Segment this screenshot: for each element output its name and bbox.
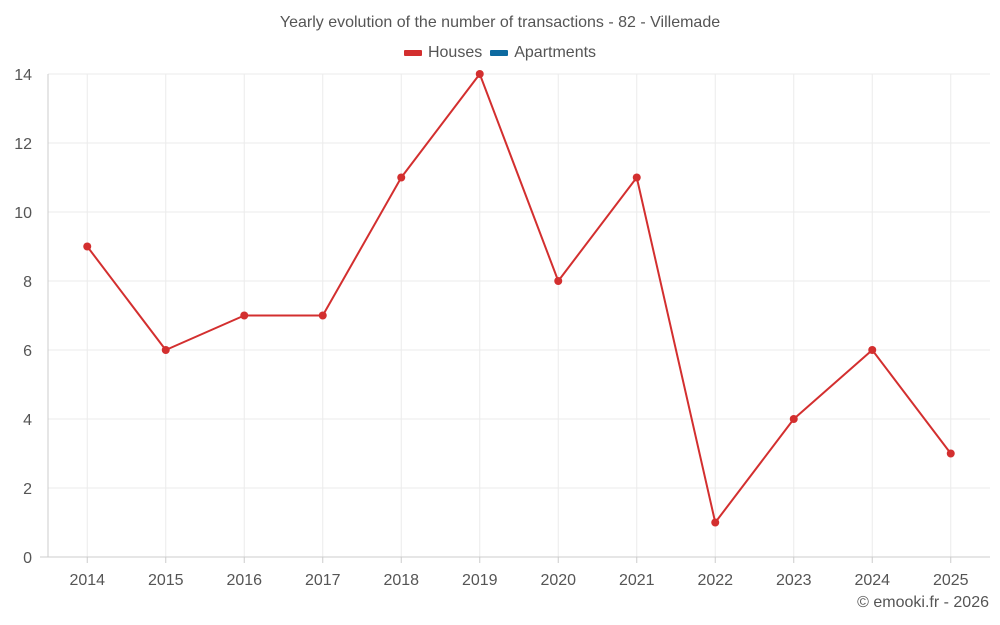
- series-line-houses: [86, 73, 952, 524]
- x-tick-label: 2016: [226, 572, 262, 589]
- y-tick-label: 10: [14, 205, 32, 222]
- x-tick-label: 2014: [69, 572, 105, 589]
- data-point[interactable]: [475, 70, 484, 78]
- data-point[interactable]: [397, 173, 406, 182]
- data-point[interactable]: [711, 518, 720, 527]
- data-point[interactable]: [789, 415, 798, 423]
- legend-swatch-houses: [403, 50, 422, 56]
- x-tick-label: 2024: [854, 572, 890, 589]
- data-point[interactable]: [946, 449, 955, 458]
- y-tick-label: 12: [14, 136, 32, 153]
- x-tick-label: 2020: [540, 572, 576, 589]
- x-tick-label: 2021: [619, 572, 655, 589]
- y-tick-label: 2: [23, 481, 32, 498]
- data-point[interactable]: [318, 311, 327, 320]
- y-tick-label: 6: [23, 343, 32, 360]
- legend-label-houses: Houses: [427, 44, 483, 61]
- legend: Houses Apartments: [0, 44, 1000, 62]
- x-tick-label: 2023: [776, 572, 812, 589]
- data-point[interactable]: [161, 346, 170, 354]
- x-tick-label: 2015: [148, 572, 184, 589]
- data-point[interactable]: [554, 277, 563, 285]
- y-tick-label: 8: [23, 274, 32, 291]
- y-tick-label: 0: [23, 550, 32, 567]
- x-tick-label: 2019: [462, 572, 498, 589]
- legend-label-apartments: Apartments: [514, 44, 597, 61]
- legend-item-houses[interactable]: Houses: [403, 44, 483, 62]
- legend-item-apartments[interactable]: Apartments: [490, 44, 596, 62]
- credit-text: © emooki.fr - 2026: [857, 594, 989, 611]
- x-tick-label: 2025: [933, 572, 969, 589]
- y-tick-label: 4: [23, 412, 32, 429]
- x-tick-label: 2022: [697, 572, 733, 589]
- y-tick-label: 14: [14, 67, 32, 84]
- x-tick-label: 2018: [383, 572, 419, 589]
- data-point[interactable]: [632, 173, 641, 182]
- x-tick-label: 2017: [305, 572, 341, 589]
- data-point[interactable]: [868, 346, 877, 354]
- data-point[interactable]: [240, 311, 249, 320]
- legend-swatch-apartments: [490, 50, 509, 56]
- data-point[interactable]: [83, 242, 92, 251]
- chart-title: Yearly evolution of the number of transa…: [279, 14, 721, 31]
